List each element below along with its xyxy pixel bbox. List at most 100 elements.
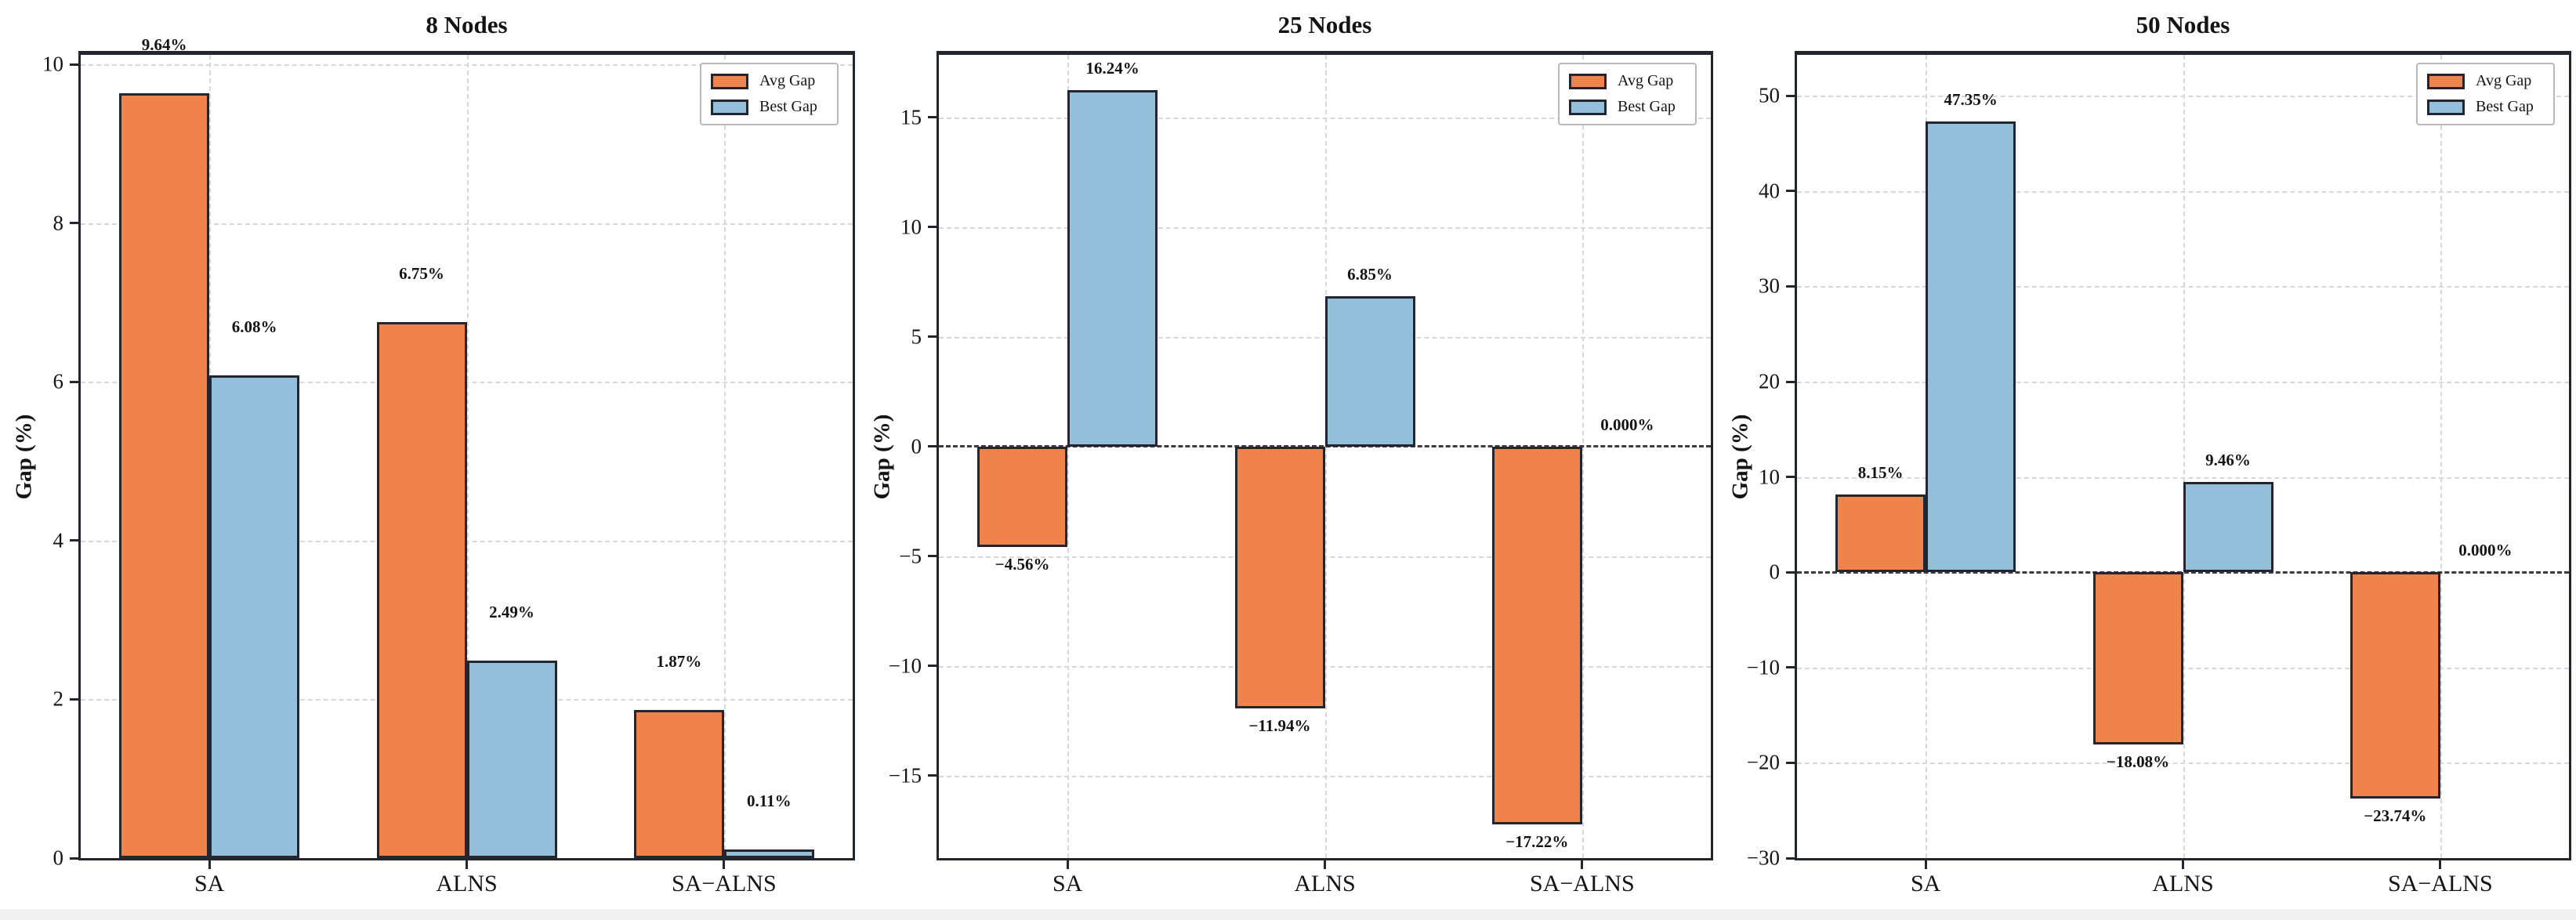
y-tick [928,335,938,339]
x-tick-label-sa-alns: SA−ALNS [672,871,777,896]
y-tick-label: 5 [911,324,922,349]
chart-title: 50 Nodes [2136,11,2230,38]
bar-value-label: 0.000% [1600,415,1654,434]
legend-swatch-best-gap [711,99,748,115]
legend-swatch-best-gap [2427,99,2465,115]
legend-item-avg-gap: Avg Gap [1569,72,1686,90]
y-tick-label: −5 [899,544,922,568]
bar-value-label: 6.08% [231,317,277,337]
x-tick [723,859,726,869]
bar-value-label: −17.22% [1505,832,1569,852]
y-tick-label: 20 [1759,369,1780,393]
bar-avg-gap-alns [2092,572,2183,745]
bar-value-label: 6.85% [1347,265,1393,284]
x-tick [208,859,211,869]
v-gridline [1067,55,1070,858]
legend-swatch-avg-gap [711,73,748,89]
x-tick-label-sa: SA [1052,871,1083,896]
y-tick-label: 2 [53,686,64,711]
zero-line [1797,570,2569,574]
y-tick [1786,94,1796,97]
y-tick [70,857,80,860]
x-tick [1066,859,1069,869]
x-tick-label-sa: SA [194,871,225,896]
v-gridline [723,55,726,858]
legend-item-avg-gap: Avg Gap [2427,72,2544,90]
y-tick [1786,761,1796,764]
legend-item-best-gap: Best Gap [1569,98,1686,116]
y-tick-label: 6 [53,369,64,393]
y-tick [70,539,80,542]
y-tick [928,445,938,448]
y-tick [70,222,80,225]
y-tick [928,226,938,229]
bar-best-gap-alns [1324,296,1415,447]
legend: Avg Gap Best Gap [700,63,839,125]
bar-best-gap-sa [209,375,300,858]
bar-avg-gap-sa [977,446,1068,547]
bar-avg-gap-alns [376,322,467,858]
legend-label: Best Gap [1618,98,1676,115]
v-gridline [2440,55,2442,858]
y-tick [928,774,938,777]
bar-value-label: 6.75% [399,264,444,284]
y-tick-label: 40 [1759,179,1780,203]
bar-avg-gap-alns [1234,446,1325,709]
chart-title: 8 Nodes [426,11,508,38]
x-tick-label-alns: ALNS [2152,871,2214,896]
bar-avg-gap-sa [119,92,210,858]
y-tick [1786,666,1796,669]
y-tick-label: −15 [888,763,922,788]
y-tick-label: 8 [53,211,64,235]
y-tick-label: −30 [1746,846,1780,870]
x-tick-label-sa: SA [1910,871,1941,896]
y-tick-label: 0 [53,846,64,870]
zero-line [939,445,1711,448]
legend-label: Avg Gap [2476,72,2532,89]
x-tick [2439,859,2442,869]
y-tick-label: 0 [1769,560,1781,584]
legend-item-best-gap: Best Gap [711,98,828,116]
y-tick-label: 15 [900,105,922,129]
bar-value-label: −11.94% [1248,716,1311,736]
y-tick [1786,857,1796,860]
x-tick [466,859,468,869]
legend-item-best-gap: Best Gap [2427,98,2544,116]
v-gridline [1324,55,1327,858]
bar-value-label: 2.49% [489,602,534,621]
bar-best-gap-sa [1067,90,1158,447]
legend-label: Best Gap [2476,98,2534,115]
bar-avg-gap-sa-alns [633,709,724,858]
bar-best-gap-sa [1926,121,2016,573]
legend-swatch-avg-gap [1569,73,1607,89]
y-tick [928,665,938,668]
v-gridline [1581,55,1584,858]
legend: Avg Gap Best Gap [1558,63,1697,125]
bar-avg-gap-sa [1835,494,1926,573]
bar-value-label: 47.35% [1944,89,1998,109]
bar-avg-gap-sa-alns [1491,446,1582,825]
bar-value-label: 0.11% [747,791,792,810]
y-tick [70,63,80,66]
x-tick-label-sa-alns: SA−ALNS [1530,871,1635,896]
bar-best-gap-alns [466,660,557,858]
y-tick [1786,380,1796,383]
bar-value-label: 16.24% [1085,59,1139,78]
bar-value-label: −18.08% [2106,752,2170,772]
y-tick-label: 10 [42,52,63,76]
y-tick [70,697,80,701]
y-tick-label: 0 [911,434,922,458]
y-tick-label: 50 [1759,83,1780,107]
chart-title: 25 Nodes [1277,11,1372,38]
legend-item-avg-gap: Avg Gap [711,72,828,90]
y-tick [1786,476,1796,479]
legend-label: Best Gap [759,98,817,115]
x-tick-label-alns: ALNS [1294,871,1356,896]
y-tick-label: −10 [888,654,922,678]
y-tick [928,116,938,119]
legend: Avg Gap Best Gap [2416,63,2555,125]
bar-value-label: 1.87% [656,651,702,671]
v-gridline [2183,55,2185,858]
